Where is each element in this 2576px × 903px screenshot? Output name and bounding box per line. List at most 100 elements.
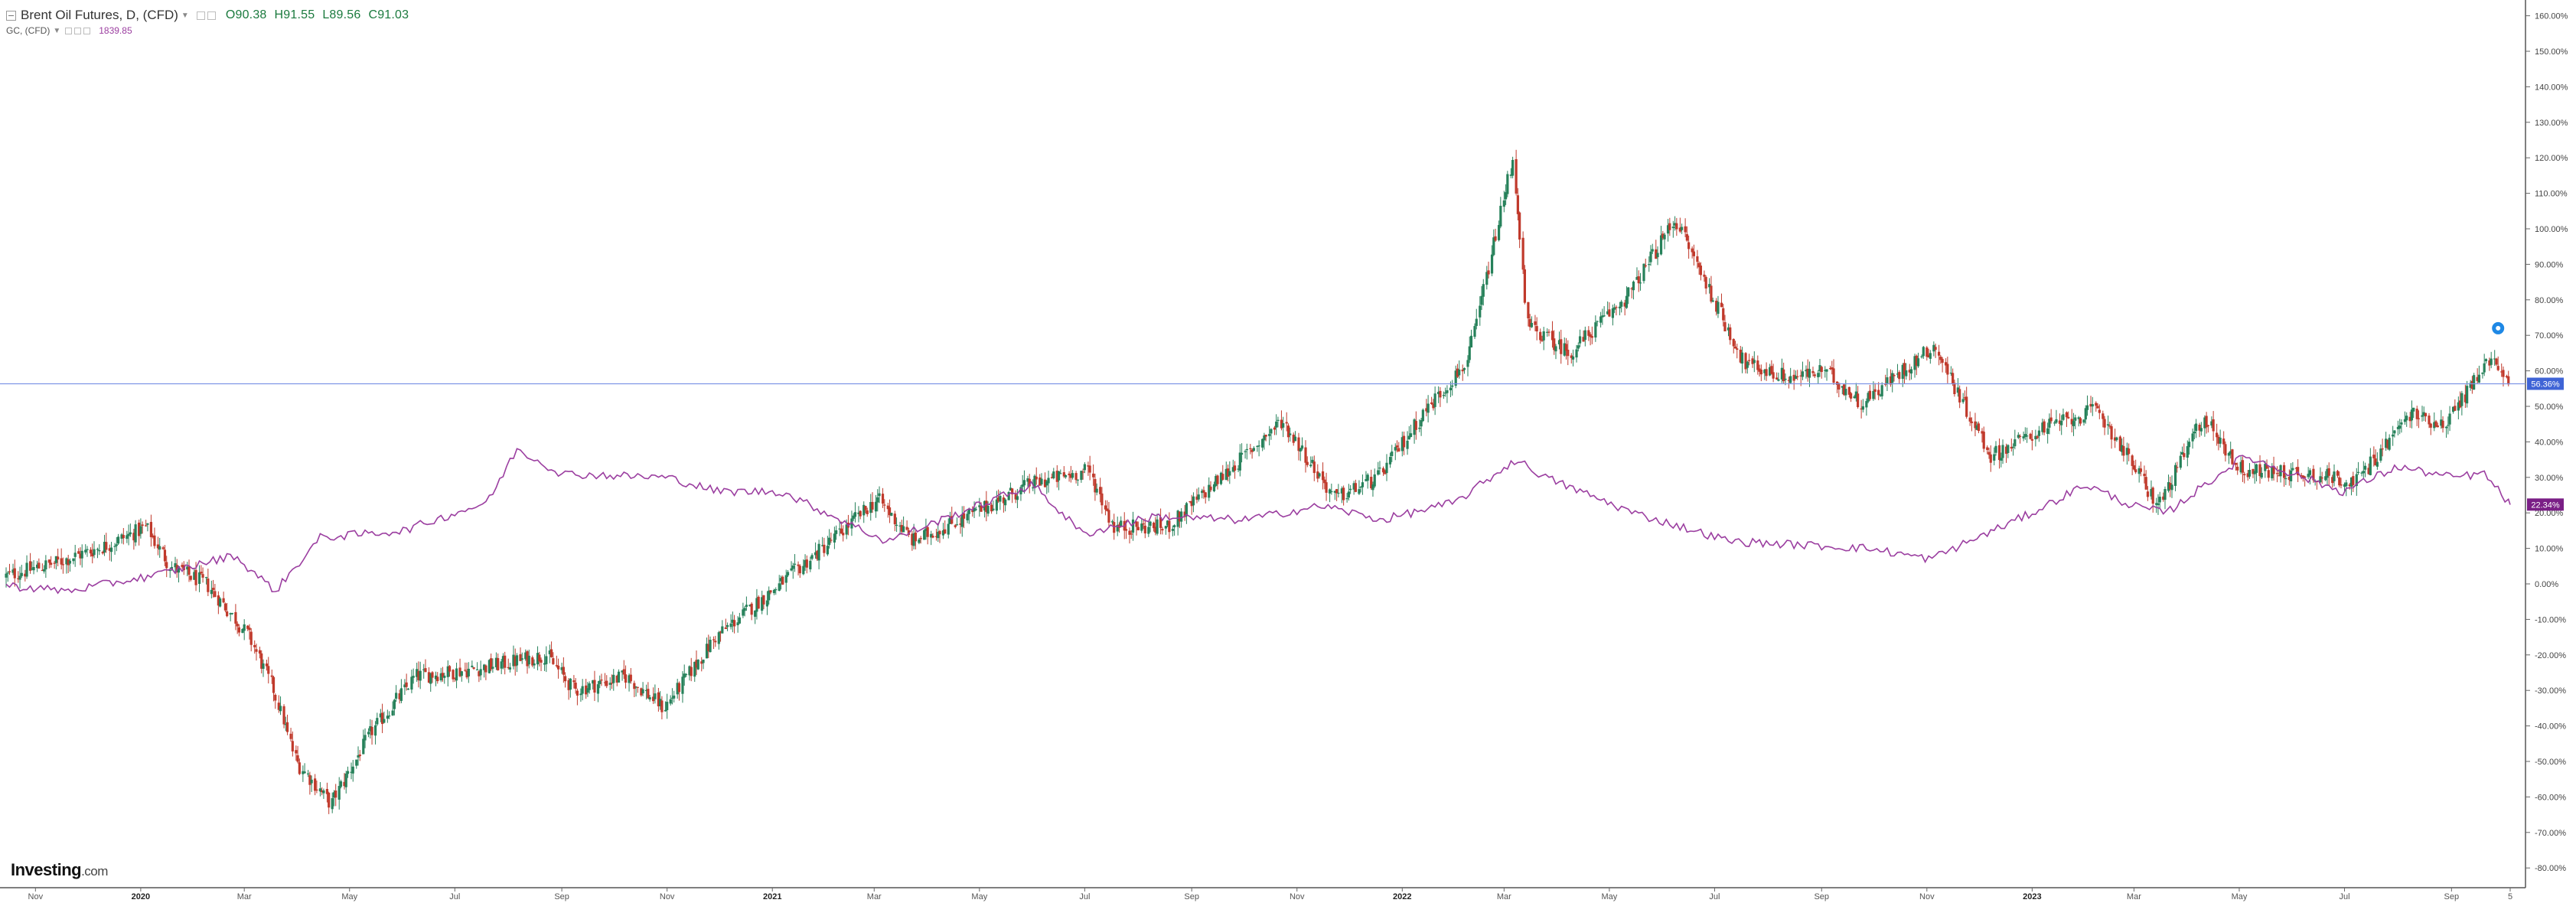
candle-body [2405,416,2408,421]
candle-body [380,712,384,725]
candle-body [596,684,600,694]
candle-body [314,778,317,791]
candle-body [1071,473,1074,478]
candle-body [2400,422,2403,425]
candle-body [427,672,431,683]
candle-body [569,678,572,690]
candle-body [1238,452,1241,471]
settings-icon[interactable] [207,11,216,20]
candle-body [652,696,655,702]
candle-body [2000,458,2003,461]
candle-body [1456,368,1459,377]
candle-body [226,611,229,617]
candle-body [2267,470,2270,478]
candle-body [73,553,77,557]
candle-body [576,690,579,696]
candle-body [1136,526,1140,530]
candle-body [2264,464,2267,471]
candle-body [25,562,28,577]
candle-body [1557,340,1561,345]
eye-icon[interactable] [65,27,73,34]
candle-body [1106,508,1109,511]
candle-body [2495,358,2498,365]
candle-body [2243,474,2246,476]
candle-body [1782,369,1785,382]
candle-body [1515,159,1518,194]
candle-body [1553,338,1556,350]
candle-body [1528,318,1531,328]
candle-body [1722,308,1725,321]
candle-body [1432,403,1435,409]
close-icon[interactable] [83,27,91,34]
candle-body [1794,376,1798,380]
candle-body [1197,494,1200,500]
candle-body [1370,477,1373,489]
candle-body [1625,295,1629,308]
candle-body [784,575,787,583]
candle-body [1651,249,1654,252]
candle-body [791,566,794,569]
y-tick-label: 60.00% [2535,367,2564,377]
candle-body [255,649,258,652]
eye-icon[interactable] [196,11,205,20]
y-axis[interactable]: 160.00% 150.00% 140.00% 130.00% 120.00% 110.0… [2525,12,2568,874]
candle-body [219,598,222,607]
candle-body [236,624,239,627]
candle-body [431,672,434,678]
candle-body [1656,253,1659,258]
candle-body [1135,521,1138,527]
settings-icon[interactable] [74,27,82,34]
candle-body [1245,448,1248,451]
candle-body [902,526,905,533]
candle-body [2103,419,2106,428]
candle-body [622,669,625,675]
chevron-down-icon[interactable]: ▼ [181,11,189,20]
candle-body [549,649,553,657]
candle-body [1043,479,1047,487]
primary-series-title[interactable]: Brent Oil Futures, D, (CFD) [21,8,178,22]
x-tick-label: Mar [237,892,252,901]
candle-body [883,504,886,506]
candle-body [229,613,232,614]
candle-body [2060,420,2063,425]
candle-body [2493,358,2496,360]
candle-body [1668,223,1671,230]
candle-body [458,667,461,676]
x-axis[interactable]: Nov 2020 Mar May Jul Sep Nov 2021 Mar May Jul Sep No… [28,888,2513,901]
secondary-series-title[interactable]: GC, (CFD) [6,25,51,36]
candle-body [605,680,608,686]
candle-body [1406,440,1409,449]
candle-body [1758,368,1761,372]
candle-body [755,598,758,612]
candle-body [1861,406,1864,410]
collapse-icon[interactable] [6,10,16,21]
candle-body [98,550,101,552]
candle-body [302,771,305,774]
candle-body [1289,433,1292,435]
candle-body [2260,472,2263,478]
candle-body [1407,435,1410,440]
candle-body [2265,465,2268,469]
candle-body [1282,423,1285,428]
candle-body [1608,309,1611,317]
candle-body [700,661,703,664]
candle-body [1567,350,1570,357]
chevron-down-icon[interactable]: ▼ [53,26,61,35]
candle-body [1349,488,1352,491]
y-tick-label: 20.00% [2535,509,2564,518]
candle-body [1564,344,1568,351]
candle-body [1915,355,1918,366]
candle-body [84,549,87,553]
candle-body [743,608,746,611]
candle-body [862,504,866,516]
candle-body [1433,393,1436,407]
candle-body [2440,419,2443,426]
candle-body [1316,471,1319,479]
candle-body [2212,419,2215,432]
candle-body [742,609,745,616]
candle-body [472,667,475,669]
candle-body [1560,339,1563,354]
candle-body [1385,462,1388,474]
candle-body [955,524,959,526]
